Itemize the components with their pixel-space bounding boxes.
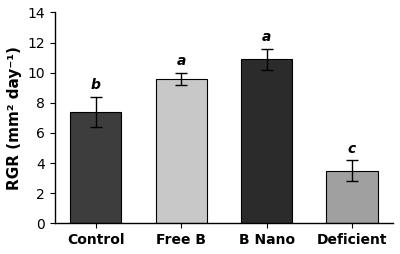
Bar <box>241 59 292 223</box>
Bar <box>156 79 207 223</box>
Text: c: c <box>348 141 356 155</box>
Y-axis label: RGR (mm² day⁻¹): RGR (mm² day⁻¹) <box>7 46 22 190</box>
Bar <box>326 171 378 223</box>
Text: b: b <box>91 78 101 92</box>
Bar <box>70 112 122 223</box>
Text: a: a <box>262 30 271 44</box>
Text: a: a <box>176 54 186 68</box>
